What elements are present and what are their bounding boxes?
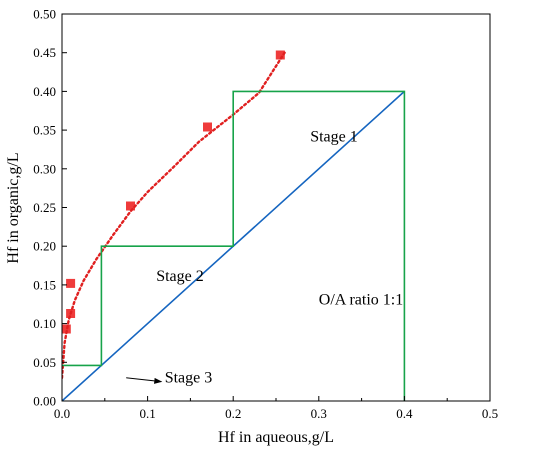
stage-3-arrow (126, 377, 163, 384)
axis-ticks: 0.0 0.1 0.2 0.3 0.4 0.5 0.00 0.05 0.10 0.15 0.20 0.… (33, 7, 498, 422)
y-tick-label: 0.05 (33, 355, 56, 370)
data-point-6 (275, 50, 285, 60)
y-tick-label: 0.35 (33, 123, 56, 138)
x-tick-label: 0.5 (482, 406, 498, 421)
annotation-stage-1: Stage 1 (310, 129, 358, 146)
y-tick-label: 0.25 (33, 200, 56, 215)
data-point-4 (126, 201, 135, 211)
x-tick-label: 0.3 (311, 406, 327, 421)
plot-series-layer (62, 50, 406, 401)
y-tick-label: 0.20 (33, 239, 56, 254)
x-tick-label: 0.1 (139, 406, 155, 421)
y-tick-label: 0.10 (33, 316, 56, 331)
annotation-o-a-ratio-1-1: O/A ratio 1:1 (319, 291, 403, 308)
y-axis-title: Hf in organic,g/L (5, 152, 22, 263)
data-point-1 (62, 324, 71, 334)
x-axis-title: Hf in aqueous,g/L (218, 429, 334, 446)
stage-step-line (62, 90, 406, 401)
annotation-stage-3: Stage 3 (165, 369, 213, 386)
annotation-stage-2: Stage 2 (156, 268, 204, 285)
x-tick-label: 0.2 (225, 406, 241, 421)
annotations-layer: Stage 1 Stage 2 Stage 3 O/A ratio 1:1 (126, 129, 403, 386)
x-tick-label: 0.4 (396, 406, 413, 421)
y-tick-label: 0.00 (33, 394, 56, 409)
equilibrium-fit-curve (62, 51, 286, 379)
y-tick-label: 0.30 (33, 161, 56, 176)
y-tick-label: 0.50 (33, 7, 56, 22)
y-tick-label: 0.45 (33, 45, 56, 60)
y-tick-label: 0.15 (33, 277, 56, 292)
data-point-3 (66, 278, 76, 288)
y-tick-label: 0.40 (33, 84, 56, 99)
data-point-5 (203, 122, 212, 132)
x-tick-label: 0.0 (54, 406, 70, 421)
